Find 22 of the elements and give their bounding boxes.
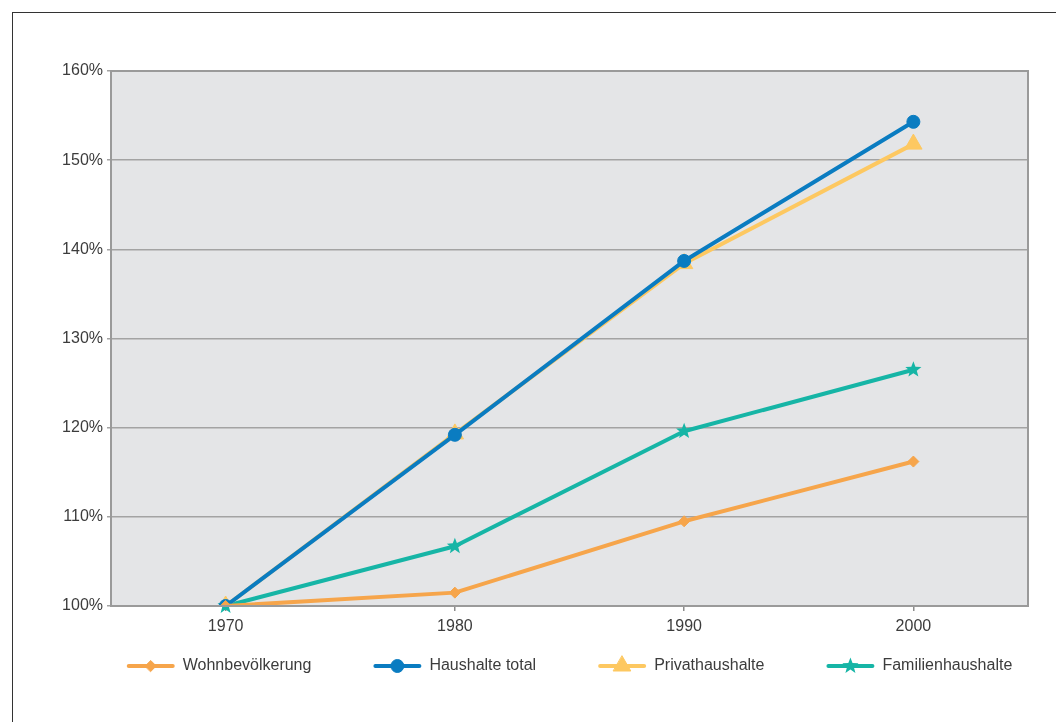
point xyxy=(446,537,463,554)
legend-label: Wohnbevölkerung xyxy=(182,656,312,674)
point xyxy=(907,455,920,468)
y-tick-label: 110% xyxy=(63,507,103,525)
y-tick-label: 120% xyxy=(62,418,103,436)
legend-label: Haushalte total xyxy=(429,656,537,674)
point xyxy=(678,515,691,528)
y-tick-label: 130% xyxy=(62,328,103,346)
x-tick-label: 1990 xyxy=(666,617,703,635)
y-tick-label: 150% xyxy=(62,150,103,168)
point xyxy=(447,427,462,442)
point xyxy=(906,114,921,129)
point xyxy=(904,133,923,150)
legend-label: Familienhaushalte xyxy=(882,656,1013,674)
x-tick-label: 2000 xyxy=(895,617,932,635)
x-tick-label: 1980 xyxy=(437,617,473,635)
y-tick-label: 100% xyxy=(62,596,103,614)
point xyxy=(905,361,922,377)
x-tick-label: 1970 xyxy=(207,617,244,635)
legend-label: Privathaushalte xyxy=(654,656,765,674)
y-tick-label: 160% xyxy=(62,61,103,79)
y-tick-label: 140% xyxy=(62,239,103,257)
